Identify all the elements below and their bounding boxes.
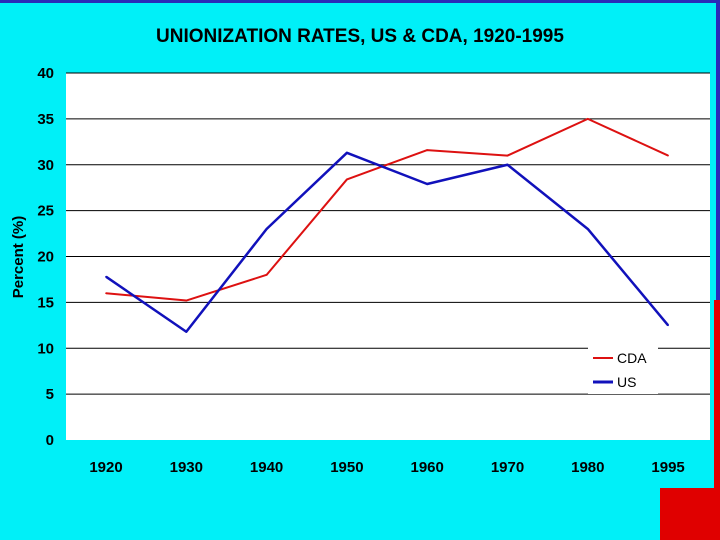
x-tick-label: 1940 — [250, 459, 283, 476]
y-tick-labels: 0 5 10 15 20 25 30 35 40 — [37, 65, 54, 449]
y-tick-label: 30 — [37, 157, 54, 174]
data-point-us — [105, 275, 107, 278]
y-tick-label: 20 — [37, 249, 54, 266]
data-point-us — [426, 183, 429, 185]
legend-label-us: US — [617, 374, 636, 390]
legend: CDA US — [588, 344, 658, 394]
x-tick-label: 1995 — [651, 459, 684, 476]
data-point-cda — [667, 154, 669, 157]
data-point-cda — [185, 299, 188, 302]
x-tick-label: 1920 — [89, 459, 122, 476]
data-point-us — [346, 152, 348, 154]
series-lines — [105, 117, 670, 333]
x-tick-label: 1980 — [571, 459, 604, 476]
y-tick-label: 10 — [37, 340, 54, 357]
frame-top-border — [0, 0, 720, 3]
y-tick-label: 40 — [37, 65, 54, 82]
y-tick-label: 15 — [37, 294, 54, 311]
x-tick-label: 1930 — [170, 459, 203, 476]
data-point-cda — [506, 154, 509, 157]
data-point-cda — [426, 149, 429, 151]
data-point-cda — [265, 274, 268, 276]
data-point-us — [265, 228, 268, 230]
series-line-us — [105, 151, 670, 333]
x-tick-labels: 1920 1930 1940 1950 1960 1970 1980 1995 — [89, 459, 684, 476]
data-point-cda — [105, 292, 107, 295]
x-tick-label: 1960 — [411, 459, 444, 476]
legend-box — [588, 344, 658, 394]
data-point-cda — [587, 118, 589, 120]
data-point-us — [185, 330, 188, 333]
data-point-us — [587, 228, 589, 230]
data-point-us — [667, 324, 669, 327]
decorative-red-edge — [714, 300, 720, 540]
legend-label-cda: CDA — [617, 350, 647, 366]
y-tick-label: 0 — [46, 432, 54, 449]
frame-right-border — [716, 0, 720, 300]
y-tick-label: 35 — [37, 111, 54, 128]
data-point-cda — [346, 178, 348, 181]
x-tick-label: 1970 — [491, 459, 524, 476]
data-point-us — [506, 163, 509, 166]
y-tick-label: 5 — [46, 386, 54, 403]
chart-title: UNIONIZATION RATES, US & CDA, 1920-1995 — [156, 26, 564, 47]
y-axis-label: Percent (%) — [10, 216, 27, 299]
series-line-cda — [105, 117, 669, 302]
x-tick-label: 1950 — [330, 459, 363, 476]
decorative-red-corner — [660, 488, 720, 540]
y-tick-label: 25 — [37, 203, 54, 220]
